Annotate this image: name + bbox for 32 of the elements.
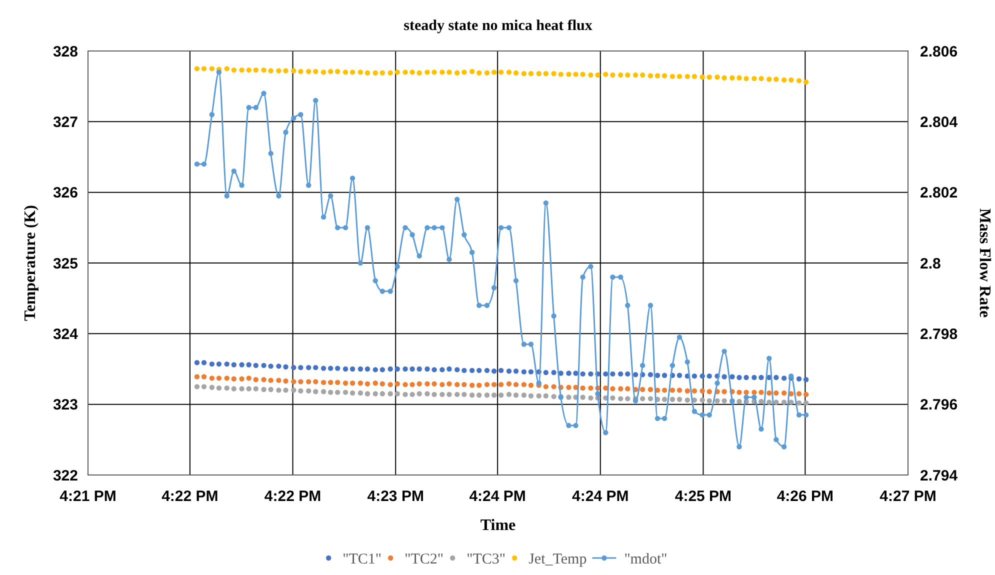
y-tick-label: 327 <box>52 114 78 131</box>
y-tick-label: 324 <box>52 326 79 343</box>
x-tick-label: 4:24 PM <box>572 488 629 505</box>
y-axis-title: Temperature (K) <box>22 205 39 321</box>
y2-axis-title: Mass Flow Rate <box>976 208 993 318</box>
x-axis-title: Time <box>480 517 516 534</box>
y2-tick-label: 2.794 <box>920 467 958 484</box>
x-tick-label: 4:21 PM <box>60 488 116 505</box>
y2-tick-label: 2.806 <box>920 43 958 60</box>
x-tick-label: 4:22 PM <box>264 488 322 505</box>
y2-tick-label: 2.796 <box>920 396 958 414</box>
x-tick-label: 4:22 PM <box>162 488 218 505</box>
x-tick-label: 4:26 PM <box>776 488 834 505</box>
x-tick-label: 4:23 PM <box>367 488 424 505</box>
x-tick-label: 4:24 PM <box>469 488 526 505</box>
chart-title: steady state no mica heat flux <box>404 18 593 34</box>
y2-tick-label: 2.802 <box>920 184 958 202</box>
y-tick-label: 323 <box>52 396 78 414</box>
legend-label: "mdot" <box>624 551 668 568</box>
x-tick-label: 4:25 PM <box>674 488 732 505</box>
y-tick-label: 326 <box>52 184 78 202</box>
y-tick-label: 325 <box>52 255 78 272</box>
y-tick-label: 328 <box>52 43 78 60</box>
legend-label: "TC3" <box>466 551 506 568</box>
y2-tick-label: 2.798 <box>920 326 958 343</box>
y2-tick-label: 2.804 <box>920 114 958 131</box>
y2-tick-label: 2.8 <box>920 255 941 272</box>
legend-label: "TC2" <box>404 551 444 568</box>
y-tick-label: 322 <box>52 467 78 484</box>
legend-label: Jet_Temp <box>528 551 587 568</box>
legend-label: "TC1" <box>342 551 382 568</box>
x-tick-label: 4:27 PM <box>880 488 936 505</box>
